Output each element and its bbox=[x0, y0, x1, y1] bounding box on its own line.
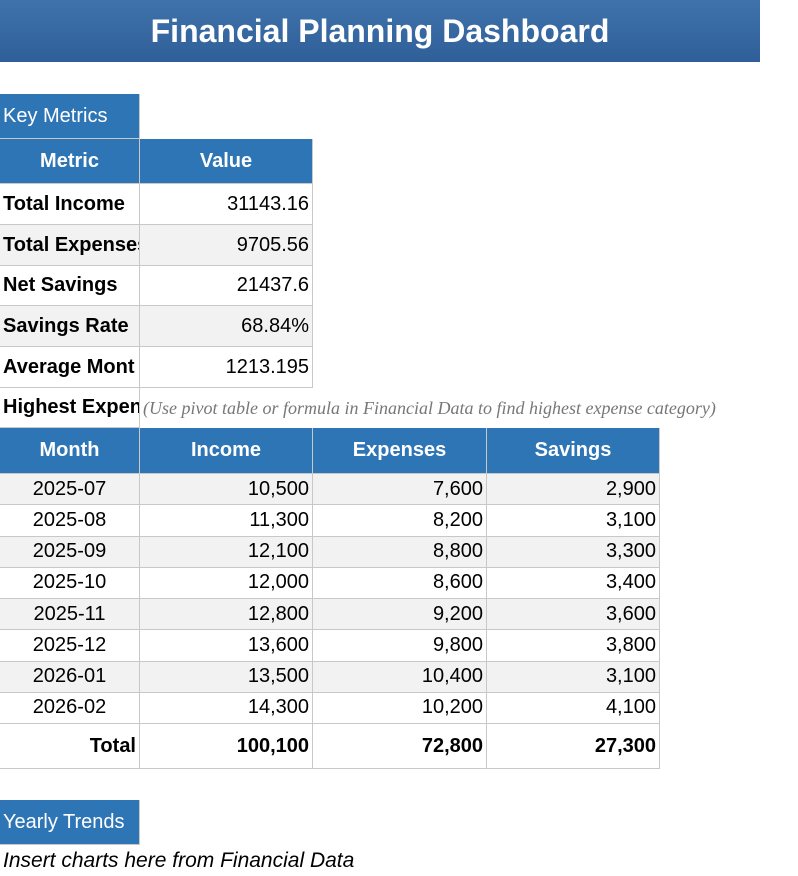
month-cell: 2025-08 bbox=[0, 505, 140, 537]
amount-cell: 10,400 bbox=[313, 661, 487, 693]
amount-cell: 3,100 bbox=[487, 505, 660, 537]
amount-cell: 12,800 bbox=[140, 599, 313, 631]
month-cell: 2026-01 bbox=[0, 661, 140, 693]
metric-name: Net Savings bbox=[0, 266, 140, 306]
month-cell: 2025-10 bbox=[0, 567, 140, 599]
metric-name: Highest Expens bbox=[0, 388, 140, 428]
month-cell: 2025-09 bbox=[0, 536, 140, 568]
total-amount: 72,800 bbox=[313, 724, 487, 769]
amount-cell: 3,800 bbox=[487, 630, 660, 662]
amount-cell: 2,900 bbox=[487, 474, 660, 506]
amount-cell: 8,200 bbox=[313, 505, 487, 537]
amount-cell: 8,800 bbox=[313, 536, 487, 568]
amount-cell: 9,200 bbox=[313, 599, 487, 631]
metric-name: Total Income bbox=[0, 184, 140, 225]
metric-name: Savings Rate bbox=[0, 306, 140, 347]
header-cell: Expenses bbox=[313, 428, 487, 474]
metric-value: 1213.195 bbox=[140, 347, 313, 388]
total-amount: 100,100 bbox=[140, 724, 313, 769]
amount-cell: 8,600 bbox=[313, 567, 487, 599]
total-label: Total bbox=[0, 724, 140, 769]
metric-name: Average Mont bbox=[0, 347, 140, 388]
amount-cell: 10,200 bbox=[313, 692, 487, 724]
section-label: Key Metrics bbox=[0, 94, 140, 139]
amount-cell: 3,100 bbox=[487, 661, 660, 693]
header-cell: Savings bbox=[487, 428, 660, 474]
amount-cell: 3,400 bbox=[487, 567, 660, 599]
section-label: Yearly Trends bbox=[0, 800, 140, 845]
note: Insert charts here from Financial Data bbox=[3, 849, 355, 872]
metric-value: 21437.6 bbox=[140, 266, 313, 306]
amount-cell: 4,100 bbox=[487, 692, 660, 724]
metric-value: 9705.56 bbox=[140, 225, 313, 266]
metric-value: 68.84% bbox=[140, 306, 313, 347]
amount-cell: 11,300 bbox=[140, 505, 313, 537]
header-cell: Metric bbox=[0, 139, 140, 184]
header-cell: Month bbox=[0, 428, 140, 474]
amount-cell: 9,800 bbox=[313, 630, 487, 662]
amount-cell: 7,600 bbox=[313, 474, 487, 506]
amount-cell: 3,600 bbox=[487, 599, 660, 631]
month-cell: 2025-12 bbox=[0, 630, 140, 662]
metric-value: 31143.16 bbox=[140, 184, 313, 225]
metric-note: (Use pivot table or formula in Financial… bbox=[143, 397, 716, 418]
amount-cell: 12,100 bbox=[140, 536, 313, 568]
month-cell: 2025-07 bbox=[0, 474, 140, 506]
amount-cell: 10,500 bbox=[140, 474, 313, 506]
amount-cell: 14,300 bbox=[140, 692, 313, 724]
month-cell: 2026-02 bbox=[0, 692, 140, 724]
header-cell: Value bbox=[140, 139, 313, 184]
month-cell: 2025-11 bbox=[0, 599, 140, 631]
header-cell: Income bbox=[140, 428, 313, 474]
amount-cell: 12,000 bbox=[140, 567, 313, 599]
metric-name: Total Expenses bbox=[0, 225, 140, 266]
dashboard-title: Financial Planning Dashboard bbox=[0, 0, 760, 62]
amount-cell: 13,500 bbox=[140, 661, 313, 693]
amount-cell: 3,300 bbox=[487, 536, 660, 568]
total-amount: 27,300 bbox=[487, 724, 660, 769]
amount-cell: 13,600 bbox=[140, 630, 313, 662]
